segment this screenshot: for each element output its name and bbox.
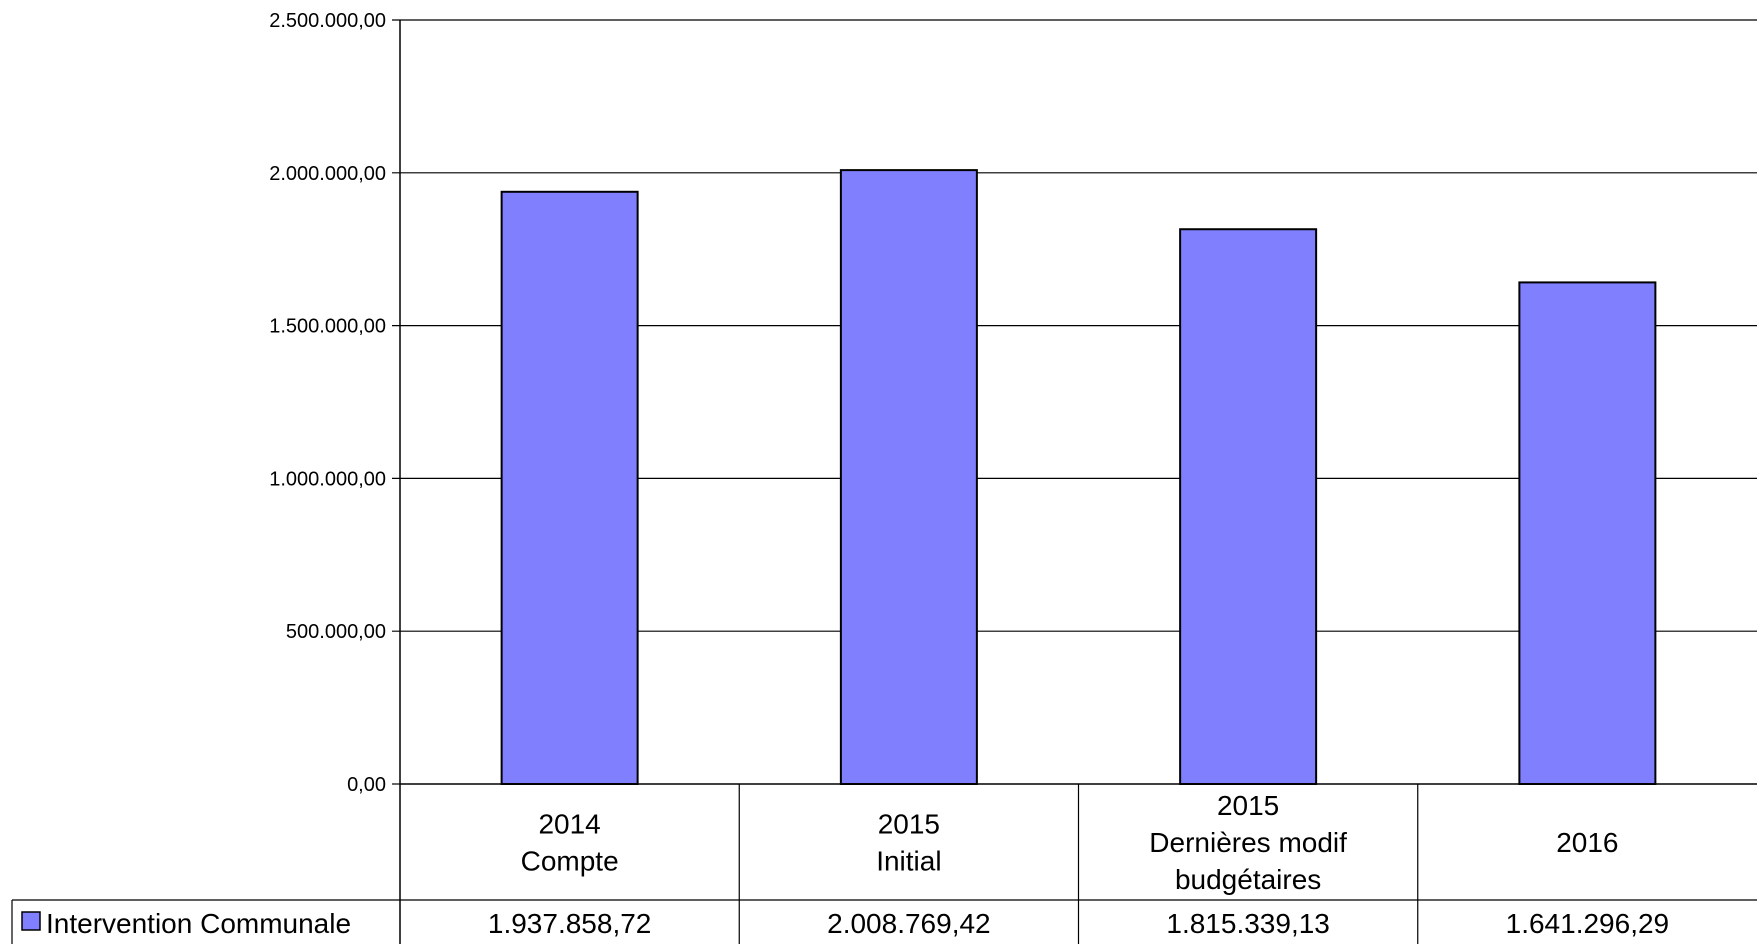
y-tick-label: 1.000.000,00 [269,468,386,490]
data-label: 1.641.296,29 [1506,908,1670,939]
x-tick-label: 2014 Compte [521,809,619,877]
x-tick-label: 2015 Initial [876,809,941,877]
data-label: 1.937.858,72 [488,908,652,939]
bar [839,169,978,786]
data-label: 1.815.339,13 [1166,908,1330,939]
bar [1179,228,1318,785]
y-tick-label: 1.500.000,00 [269,316,386,338]
x-tick-label: 2015 Dernières modif budgétaires [1149,790,1347,895]
y-tick-label: 0,00 [347,774,386,796]
y-tick-label: 500.000,00 [286,621,386,643]
y-tick-label: 2.500.000,00 [269,10,386,32]
y-tick-label: 2.000.000,00 [269,163,386,185]
data-label: 2.008.769,42 [827,908,991,939]
legend-label: Intervention Communale [46,908,351,939]
bar [1518,281,1657,785]
legend-swatch [21,911,41,931]
bar [500,190,639,785]
x-tick-label: 2016 [1556,827,1618,858]
